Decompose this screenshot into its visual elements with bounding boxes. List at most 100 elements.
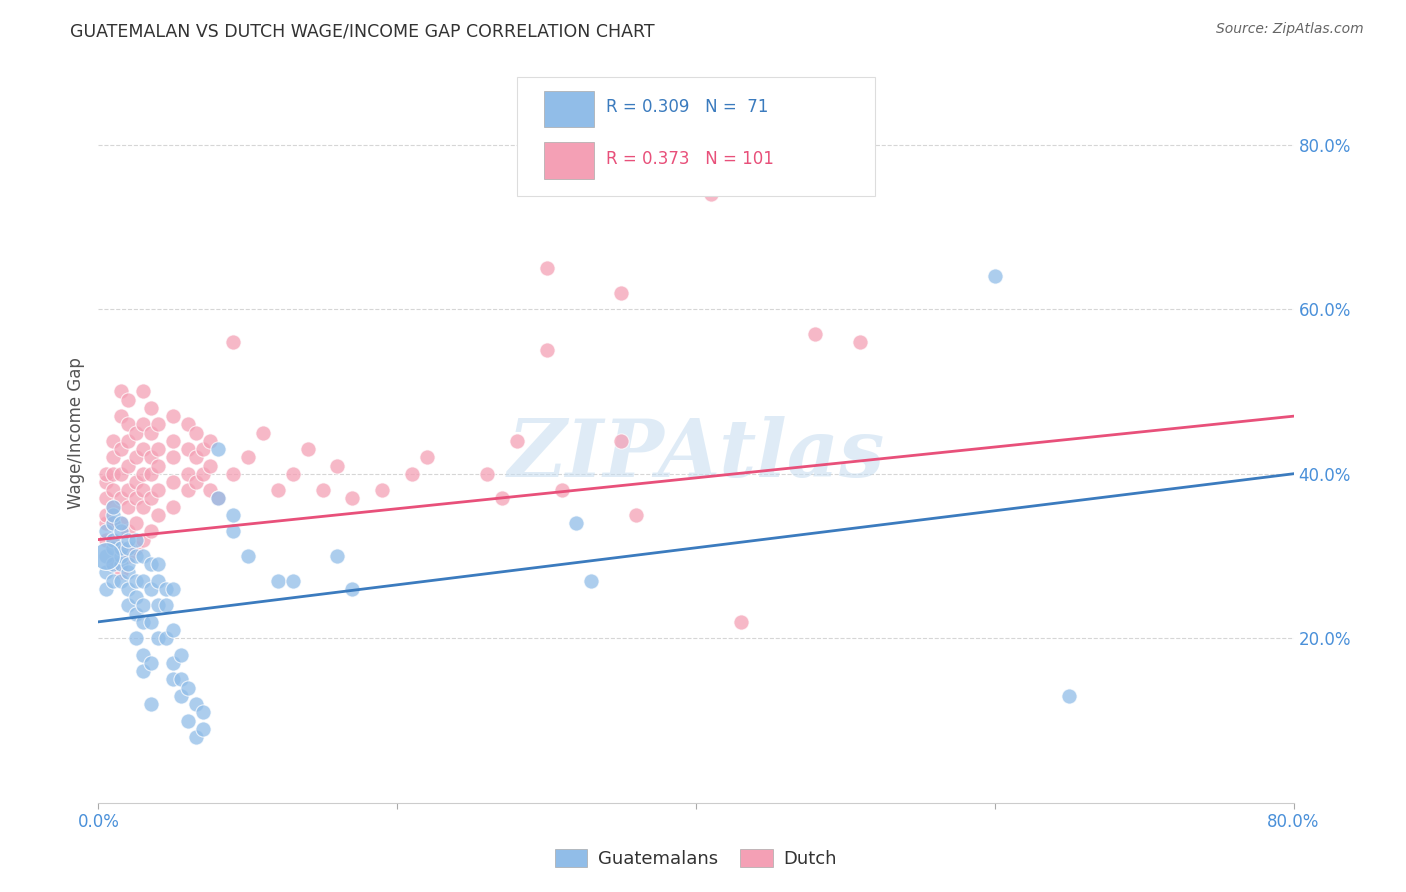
Point: [117, 458, 139, 473]
Point: [110, 566, 132, 580]
Point: [148, 574, 170, 588]
Point: [94, 475, 117, 489]
Point: [139, 582, 162, 596]
Point: [139, 425, 162, 440]
Point: [550, 483, 572, 498]
Point: [110, 516, 132, 530]
Point: [207, 442, 229, 456]
Point: [506, 434, 529, 448]
Point: [110, 524, 132, 539]
Point: [191, 467, 214, 481]
Point: [94, 549, 117, 563]
Point: [110, 384, 132, 399]
Point: [155, 582, 177, 596]
Point: [148, 632, 170, 646]
Point: [326, 549, 349, 563]
Point: [200, 458, 222, 473]
Point: [177, 417, 200, 432]
Point: [103, 533, 125, 547]
Point: [125, 632, 148, 646]
Point: [148, 417, 170, 432]
Point: [984, 269, 1007, 284]
Point: [94, 549, 117, 563]
Point: [326, 458, 349, 473]
Point: [110, 516, 132, 530]
Point: [132, 417, 155, 432]
Point: [700, 187, 723, 202]
FancyBboxPatch shape: [517, 78, 876, 195]
Point: [132, 664, 155, 678]
Point: [110, 574, 132, 588]
Point: [297, 442, 319, 456]
Point: [184, 697, 207, 711]
FancyBboxPatch shape: [544, 91, 595, 127]
Point: [177, 483, 200, 498]
Point: [103, 558, 125, 572]
Point: [103, 541, 125, 555]
Point: [281, 574, 304, 588]
Point: [222, 467, 245, 481]
Point: [117, 392, 139, 407]
Point: [117, 434, 139, 448]
Point: [132, 467, 155, 481]
Point: [155, 599, 177, 613]
Point: [132, 384, 155, 399]
Point: [169, 648, 191, 662]
Point: [148, 558, 170, 572]
Point: [177, 467, 200, 481]
Point: [162, 656, 184, 670]
Point: [94, 533, 117, 547]
Point: [94, 508, 117, 522]
Point: [222, 335, 245, 350]
Point: [236, 450, 259, 465]
Text: R = 0.309   N =  71: R = 0.309 N = 71: [606, 98, 769, 116]
Point: [536, 261, 558, 276]
Point: [162, 623, 184, 637]
Point: [103, 574, 125, 588]
Point: [117, 549, 139, 563]
Text: R = 0.373   N = 101: R = 0.373 N = 101: [606, 150, 775, 168]
Point: [148, 458, 170, 473]
Point: [132, 442, 155, 456]
Point: [110, 442, 132, 456]
Point: [132, 599, 155, 613]
Point: [139, 524, 162, 539]
Point: [94, 566, 117, 580]
Point: [849, 335, 872, 350]
Point: [184, 425, 207, 440]
Point: [184, 730, 207, 744]
Point: [252, 425, 274, 440]
Point: [200, 483, 222, 498]
Point: [110, 558, 132, 572]
Point: [148, 599, 170, 613]
Point: [110, 409, 132, 424]
Point: [191, 722, 214, 736]
Point: [177, 681, 200, 695]
Point: [191, 442, 214, 456]
Point: [125, 516, 148, 530]
Point: [626, 508, 648, 522]
Point: [162, 409, 184, 424]
Point: [267, 574, 290, 588]
Point: [610, 285, 633, 300]
Point: [804, 326, 827, 341]
Text: ZIPAtlas: ZIPAtlas: [508, 416, 884, 493]
Point: [110, 549, 132, 563]
Point: [148, 442, 170, 456]
Point: [103, 533, 125, 547]
Point: [132, 615, 155, 629]
Point: [117, 500, 139, 514]
Point: [132, 533, 155, 547]
Point: [162, 450, 184, 465]
Point: [125, 491, 148, 506]
Point: [125, 549, 148, 563]
Point: [132, 648, 155, 662]
Point: [125, 533, 148, 547]
Point: [155, 632, 177, 646]
Point: [222, 524, 245, 539]
Point: [125, 574, 148, 588]
Point: [148, 508, 170, 522]
Point: [184, 475, 207, 489]
Point: [103, 500, 125, 514]
Point: [117, 599, 139, 613]
